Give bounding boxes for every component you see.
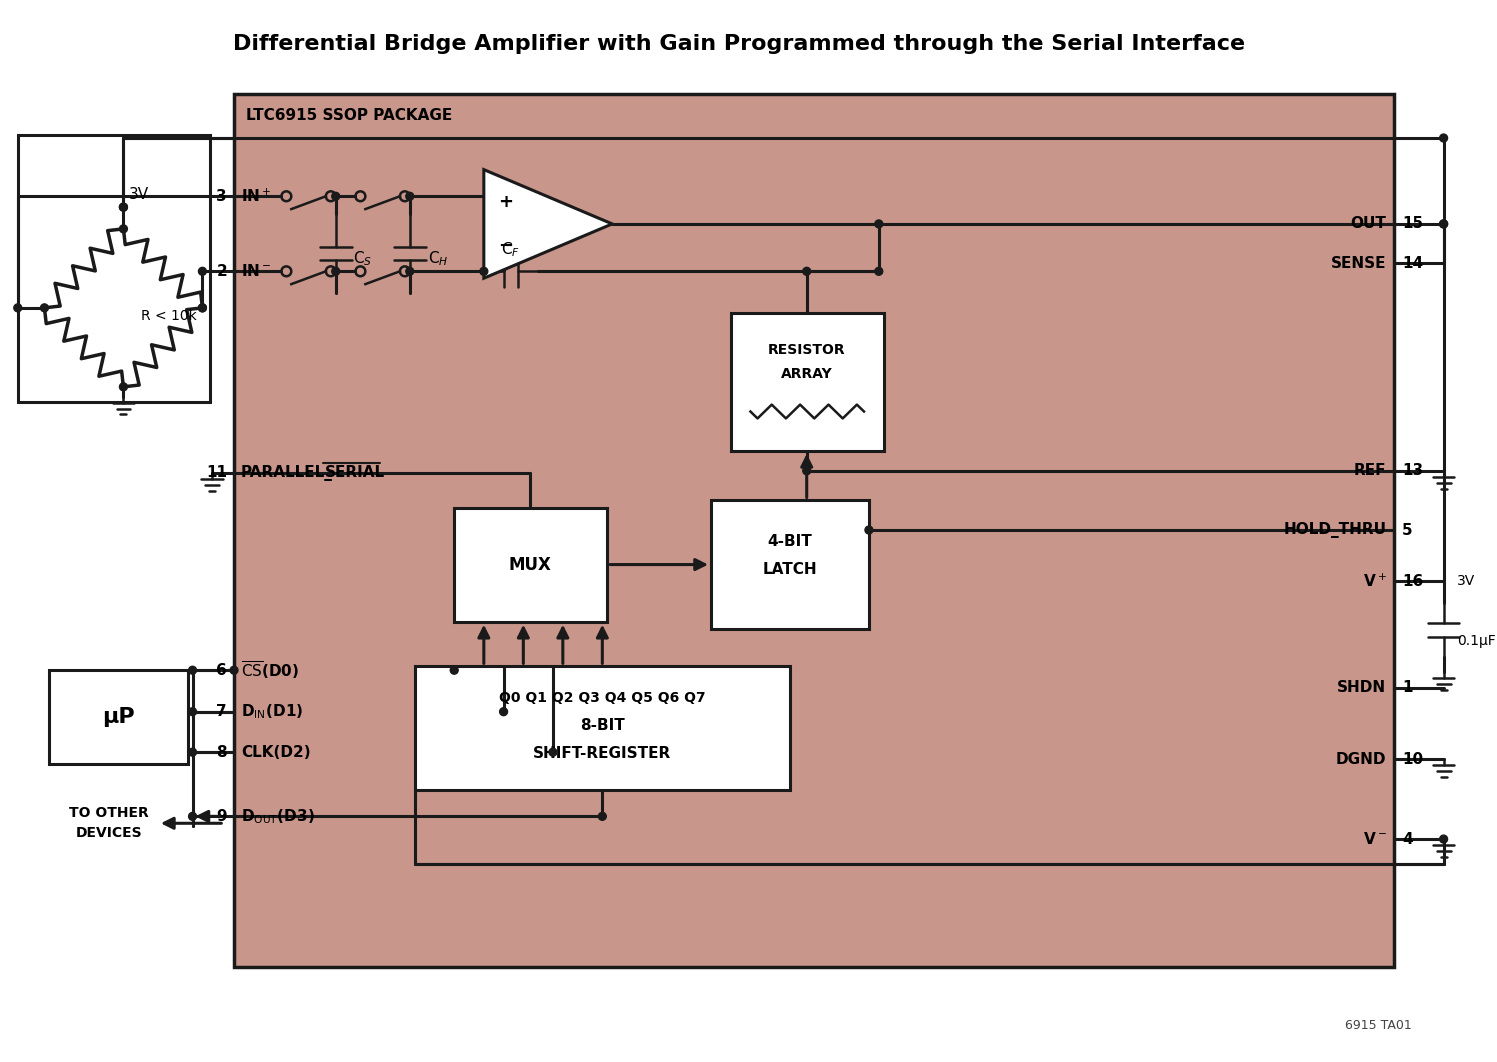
Circle shape	[332, 192, 340, 201]
Text: 3: 3	[217, 189, 228, 204]
Circle shape	[549, 749, 557, 756]
Circle shape	[40, 304, 48, 312]
Circle shape	[120, 383, 127, 391]
Text: DGND: DGND	[1335, 752, 1386, 767]
Text: 8-BIT: 8-BIT	[579, 718, 624, 733]
Text: OUT: OUT	[1350, 217, 1386, 232]
Circle shape	[1440, 220, 1448, 228]
Text: MUX: MUX	[509, 555, 552, 573]
Text: 8: 8	[217, 744, 228, 759]
Text: SENSE: SENSE	[1331, 256, 1386, 271]
Text: D$_{\mathrm{OUT}}$(D3): D$_{\mathrm{OUT}}$(D3)	[241, 807, 314, 826]
Circle shape	[1440, 220, 1448, 228]
Text: IN$^-$: IN$^-$	[241, 263, 271, 279]
Text: PARALLEL_: PARALLEL_	[241, 465, 332, 481]
Text: SHDN: SHDN	[1337, 681, 1386, 696]
Text: 13: 13	[1403, 463, 1424, 478]
Text: DEVICES: DEVICES	[75, 826, 142, 840]
Text: V$^+$: V$^+$	[1362, 572, 1386, 590]
Text: 10: 10	[1403, 752, 1424, 767]
Circle shape	[500, 707, 507, 716]
Text: D$_{\mathrm{IN}}$(D1): D$_{\mathrm{IN}}$(D1)	[241, 702, 304, 721]
Text: C$_H$: C$_H$	[428, 250, 448, 268]
Text: HOLD_THRU: HOLD_THRU	[1283, 523, 1386, 538]
Text: V$^-$: V$^-$	[1362, 832, 1386, 847]
Circle shape	[199, 304, 207, 312]
Text: Differential Bridge Amplifier with Gain Programmed through the Serial Interface: Differential Bridge Amplifier with Gain …	[232, 34, 1244, 54]
Circle shape	[199, 304, 207, 312]
Circle shape	[332, 268, 340, 275]
Text: 5: 5	[1403, 523, 1413, 537]
Circle shape	[481, 268, 488, 275]
Text: 4-BIT: 4-BIT	[768, 534, 813, 549]
Circle shape	[231, 666, 238, 674]
Circle shape	[189, 707, 196, 716]
Polygon shape	[484, 170, 612, 278]
Text: ARRAY: ARRAY	[781, 367, 832, 381]
Text: C$_S$: C$_S$	[353, 250, 373, 268]
Text: R < 10k: R < 10k	[141, 309, 198, 323]
Circle shape	[874, 220, 883, 228]
Text: LATCH: LATCH	[762, 562, 817, 577]
Bar	[234, 93, 1394, 967]
Bar	[731, 313, 883, 451]
Circle shape	[1440, 134, 1448, 142]
Text: SHIFT-REGISTER: SHIFT-REGISTER	[533, 746, 672, 760]
Text: 2: 2	[217, 263, 228, 279]
Text: TO OTHER: TO OTHER	[69, 806, 148, 821]
Circle shape	[199, 268, 207, 275]
Bar	[415, 666, 790, 790]
Bar	[454, 509, 608, 622]
Text: 15: 15	[1403, 217, 1424, 232]
Circle shape	[189, 749, 196, 756]
Text: 0.1μF: 0.1μF	[1458, 634, 1496, 648]
Circle shape	[599, 812, 606, 820]
Text: RESISTOR: RESISTOR	[768, 343, 846, 357]
Text: μP: μP	[102, 706, 135, 726]
Circle shape	[451, 666, 458, 674]
Text: 7: 7	[217, 704, 228, 719]
Text: 4: 4	[1403, 832, 1413, 846]
Text: 11: 11	[207, 465, 228, 480]
Text: 16: 16	[1403, 573, 1424, 588]
Text: 3V: 3V	[129, 187, 148, 202]
Circle shape	[874, 268, 883, 275]
Bar	[18, 135, 210, 401]
Circle shape	[13, 304, 22, 312]
Text: $\overline{\mathrm{CS}}$(D0): $\overline{\mathrm{CS}}$(D0)	[241, 660, 299, 681]
Text: 1: 1	[1403, 681, 1413, 696]
Bar	[49, 670, 187, 764]
Text: 9: 9	[217, 809, 228, 824]
Text: 6: 6	[217, 663, 228, 678]
Text: +: +	[499, 193, 513, 211]
Circle shape	[406, 192, 413, 201]
Text: C$_F$: C$_F$	[501, 240, 519, 259]
Text: Q0 Q1 Q2 Q3 Q4 Q5 Q6 Q7: Q0 Q1 Q2 Q3 Q4 Q5 Q6 Q7	[499, 691, 705, 705]
Circle shape	[120, 225, 127, 233]
Text: CLK(D2): CLK(D2)	[241, 744, 310, 759]
Circle shape	[120, 203, 127, 211]
Circle shape	[120, 203, 127, 211]
Circle shape	[802, 467, 811, 475]
Text: LTC6915 SSOP PACKAGE: LTC6915 SSOP PACKAGE	[246, 108, 452, 123]
Text: 3V: 3V	[1458, 575, 1476, 588]
Text: SERIAL: SERIAL	[325, 465, 385, 480]
Bar	[711, 500, 868, 629]
Circle shape	[1440, 835, 1448, 843]
Text: −: −	[499, 237, 513, 255]
Circle shape	[189, 812, 196, 820]
Circle shape	[802, 268, 811, 275]
Text: IN$^+$: IN$^+$	[241, 188, 271, 205]
Circle shape	[189, 666, 196, 674]
Text: REF: REF	[1353, 463, 1386, 478]
Circle shape	[865, 526, 873, 534]
Text: 6915 TA01: 6915 TA01	[1346, 1020, 1412, 1032]
Circle shape	[406, 268, 413, 275]
Text: 14: 14	[1403, 256, 1424, 271]
